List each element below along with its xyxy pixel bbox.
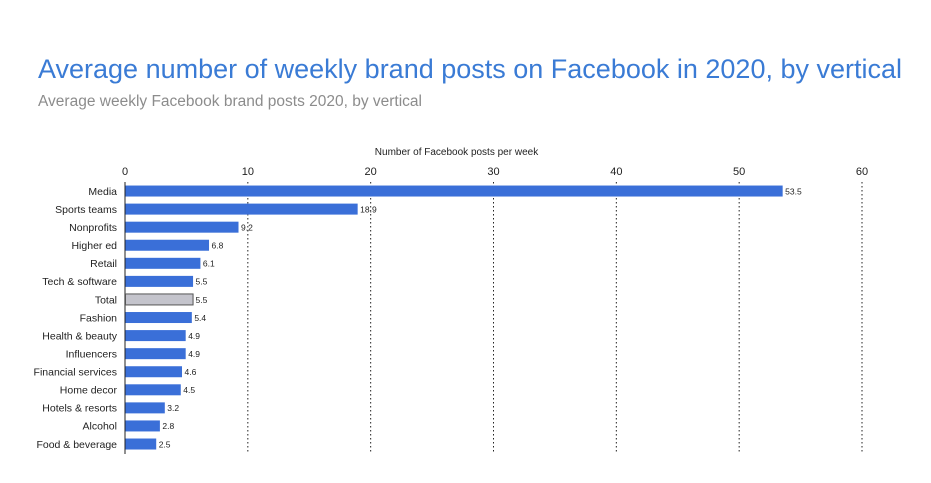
bar (125, 402, 165, 414)
category-label: Tech & software (42, 276, 117, 288)
x-tick-label: 50 (733, 166, 745, 178)
value-label: 6.8 (212, 241, 224, 251)
bar (125, 239, 210, 251)
value-label: 6.1 (203, 259, 215, 269)
category-label: Nonprofits (69, 222, 117, 234)
bar (125, 348, 186, 360)
x-tick-label: 40 (610, 166, 622, 178)
value-label: 18.9 (360, 204, 377, 214)
bar (125, 221, 239, 233)
x-axis-title: Number of Facebook posts per week (375, 147, 539, 158)
value-label: 4.9 (188, 349, 200, 359)
category-label: Food & beverage (36, 439, 117, 451)
value-label: 5.4 (194, 313, 206, 323)
value-label: 5.5 (196, 277, 208, 287)
value-label: 3.2 (167, 403, 179, 413)
category-label: Fashion (80, 312, 118, 324)
value-label: 5.5 (196, 295, 208, 305)
value-label: 4.5 (183, 385, 195, 395)
bar (125, 185, 783, 197)
bar (125, 366, 183, 378)
category-label: Alcohol (83, 421, 117, 433)
category-label: Hotels & resorts (42, 403, 117, 415)
bar (125, 293, 194, 306)
bar (125, 438, 157, 450)
category-label: Retail (90, 258, 117, 270)
value-label: 4.9 (188, 331, 200, 341)
x-tick-label: 60 (856, 166, 868, 178)
value-label: 53.5 (785, 186, 802, 196)
category-label: Sports teams (55, 204, 117, 216)
category-label: Total (95, 294, 117, 306)
bar (125, 312, 192, 324)
value-label: 2.8 (162, 421, 174, 431)
category-label: Media (88, 186, 117, 198)
x-tick-label: 20 (365, 166, 377, 178)
x-tick-label: 0 (122, 166, 128, 178)
x-tick-label: 30 (487, 166, 499, 178)
category-label: Financial services (34, 367, 117, 379)
chart-title: Average number of weekly brand posts on … (38, 54, 902, 84)
bar (125, 275, 194, 287)
bar (125, 384, 181, 396)
category-label: Home decor (60, 385, 118, 397)
x-tick-label: 10 (242, 166, 254, 178)
bar (125, 330, 186, 342)
category-label: Health & beauty (42, 330, 117, 342)
value-label: 4.6 (185, 367, 197, 377)
bar (125, 420, 160, 432)
chart-subtitle: Average weekly Facebook brand posts 2020… (38, 93, 422, 110)
category-label: Higher ed (71, 240, 117, 252)
category-label: Influencers (66, 348, 117, 360)
bar (125, 257, 201, 269)
value-label: 2.5 (159, 439, 171, 449)
bar (125, 203, 358, 215)
value-label: 9.2 (241, 222, 253, 232)
